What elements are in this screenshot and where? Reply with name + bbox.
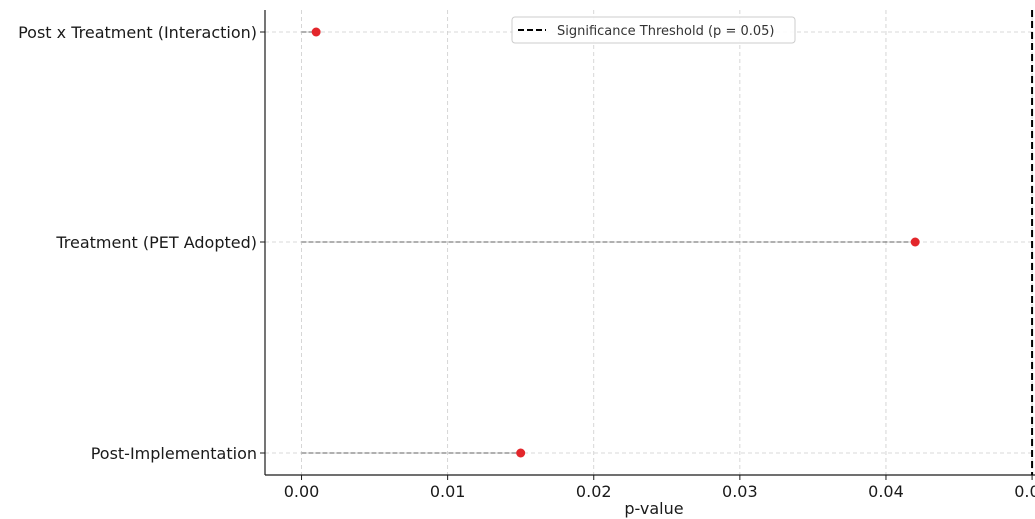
lollipop-marker [910, 237, 920, 247]
x-tick-label: 0.04 [868, 482, 904, 501]
y-tick-label: Post-Implementation [91, 444, 257, 463]
stems-layer [301, 31, 916, 454]
legend-threshold-label: Significance Threshold (p = 0.05) [557, 24, 774, 39]
x-tick-label: 0.01 [430, 482, 466, 501]
lollipop-marker [311, 27, 321, 37]
ticks-layer: 0.00 0.01 0.02 0.03 0.04 0.05 Post x Treatment… [18, 23, 1035, 501]
y-tick-label: Treatment (PET Adopted) [55, 233, 257, 252]
legend-box [511, 16, 796, 44]
y-tick-label: Post x Treatment (Interaction) [18, 23, 257, 42]
markers-layer [311, 27, 920, 458]
x-tick-label: 0.00 [284, 482, 320, 501]
x-axis-label: p-value [624, 499, 683, 518]
lollipop-marker [516, 448, 526, 458]
x-tick-label: 0.02 [576, 482, 612, 501]
x-tick-label: 0.03 [722, 482, 758, 501]
x-tick-label: 0.05 [1014, 482, 1035, 501]
legend: Significance Threshold (p = 0.05) [511, 16, 796, 44]
